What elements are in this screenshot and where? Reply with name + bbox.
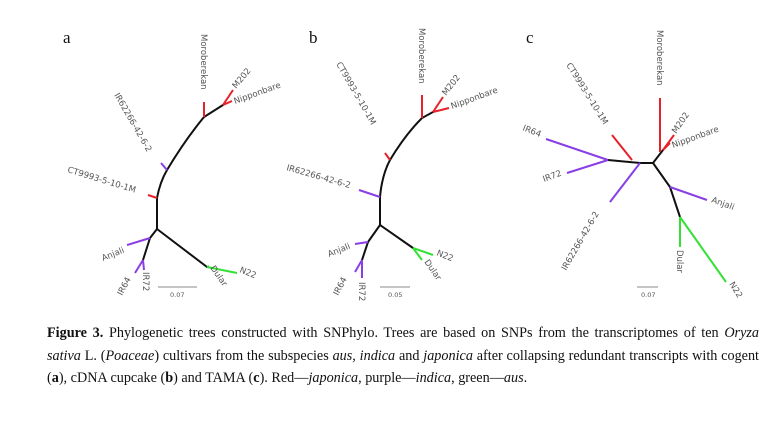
taxon-ir64: IR64 — [332, 276, 350, 298]
taxon-moroberekan: Moroberekan — [198, 34, 208, 90]
branch-m202-nipponbare — [432, 96, 450, 113]
taxon-ct9993: CT9993-5-10-1M — [333, 61, 377, 127]
branch-n22-dular — [412, 247, 434, 261]
caption-species: Oryza sativa — [47, 325, 759, 364]
caption-japonica: japonica — [308, 370, 359, 386]
taxon-ct9993: CT9993-5-10-1M — [563, 61, 609, 126]
figure-caption: Figure 3. Phylogenetic trees constructed… — [47, 322, 759, 390]
caption-text: L. ( — [80, 347, 106, 364]
caption-text: , — [352, 347, 360, 364]
taxon-ct9993: CT9993-5-10-1M — [66, 165, 137, 195]
caption-ref-c: c — [253, 370, 260, 386]
taxon-ir62266: IR62266-42-6-2 — [285, 163, 351, 191]
taxon-ir62266: IR62266-42-6-2 — [560, 210, 602, 272]
aus-branch — [156, 228, 208, 268]
scale-label: 0.07 — [641, 291, 655, 299]
scale-label: 0.07 — [170, 291, 184, 299]
taxon-dular: Dular — [422, 258, 444, 283]
caption-label: Figure 3. — [47, 325, 104, 341]
tree-panel-c: c Moroberekan CT9993-5-10-1M IR64 IR72 I… — [521, 28, 744, 300]
caption-text: Phylogenetic trees constructed with SNPh… — [103, 325, 725, 341]
branch-ct9993 — [611, 134, 633, 161]
caption-aus: aus — [332, 347, 353, 364]
panel-label-a: a — [63, 28, 71, 47]
taxon-ir72: IR72 — [356, 282, 366, 301]
branch-ir62266 — [358, 189, 381, 198]
caption-indica: indica — [415, 370, 452, 386]
caption-text: . — [523, 370, 528, 386]
branch-ir64-ir72 — [354, 259, 363, 278]
taxon-anjali: Anjali — [100, 246, 126, 264]
taxon-dular: Dular — [208, 264, 230, 289]
branch-ct9993 — [147, 194, 158, 199]
taxon-n22: N22 — [238, 266, 258, 282]
caption-family: Poaceae — [105, 347, 155, 364]
branch-dular-n22 — [679, 216, 727, 283]
taxon-nipponbare: Nipponbare — [450, 86, 500, 112]
backbone-branch — [607, 149, 664, 164]
branch-ir64-ir72 — [545, 138, 609, 174]
caption-ref-a: a — [51, 370, 59, 386]
aus-branch — [379, 224, 414, 249]
taxon-anjali: Anjali — [326, 242, 352, 260]
taxon-anjali: Anjali — [710, 195, 736, 212]
caption-text: ), cDNA cupcake ( — [58, 370, 166, 386]
caption-text: ) and TAMA ( — [173, 370, 254, 386]
caption-text: , green— — [451, 370, 504, 386]
taxon-moroberekan: Moroberekan — [654, 30, 664, 86]
backbone-branch — [379, 111, 434, 226]
taxon-ir64: IR64 — [521, 124, 543, 140]
branch-ir62266 — [609, 162, 641, 203]
taxon-m202: M202 — [440, 73, 462, 98]
branch-ir64-ir72 — [134, 259, 145, 274]
backbone-branch — [156, 104, 224, 230]
branch-ct9993 — [384, 152, 391, 161]
caption-ref-b: b — [165, 370, 174, 386]
caption-text: ) cultivars from the subspecies — [154, 347, 333, 364]
caption-text: ). Red— — [259, 370, 309, 386]
taxon-ir72: IR72 — [140, 272, 150, 291]
scale-label: 0.05 — [388, 291, 402, 299]
branch-m202-nipponbare — [222, 89, 234, 106]
branch-anjali — [354, 241, 369, 245]
caption-text: , purple— — [358, 370, 416, 386]
branch-anjali — [669, 186, 708, 201]
panel-label-c: c — [526, 28, 534, 47]
taxon-moroberekan: Moroberekan — [416, 28, 426, 84]
figure-panels: a Moroberekan M202 Nipponbare IR62266-42… — [63, 28, 744, 301]
taxon-n22: N22 — [726, 280, 744, 300]
branch-m202-nipponbare — [662, 134, 675, 151]
branch-anjali — [126, 237, 151, 246]
tree-panel-b: b Moroberekan M202 Nipponbare CT9993-5-1… — [285, 28, 499, 301]
taxon-m202: M202 — [231, 66, 254, 90]
branch-n22-dular — [206, 265, 238, 274]
indica-branch — [142, 228, 158, 261]
caption-aus: aus — [503, 370, 524, 386]
branch-ir62266 — [160, 162, 168, 171]
taxon-ir72: IR72 — [542, 169, 563, 185]
taxon-m202: M202 — [670, 111, 692, 136]
caption-text: after collapsing redundant transcripts w… — [47, 347, 759, 387]
caption-text: and — [395, 347, 424, 364]
caption-japonica: japonica — [423, 347, 473, 364]
caption-indica: indica — [359, 347, 396, 364]
taxon-ir62266: IR62266-42-6-2 — [111, 92, 153, 154]
tree-panel-a: a Moroberekan M202 Nipponbare IR62266-42… — [63, 28, 282, 299]
taxon-n22: N22 — [435, 249, 455, 265]
panel-label-b: b — [309, 28, 318, 47]
taxon-ir64: IR64 — [116, 276, 134, 298]
taxon-dular: Dular — [674, 250, 684, 274]
